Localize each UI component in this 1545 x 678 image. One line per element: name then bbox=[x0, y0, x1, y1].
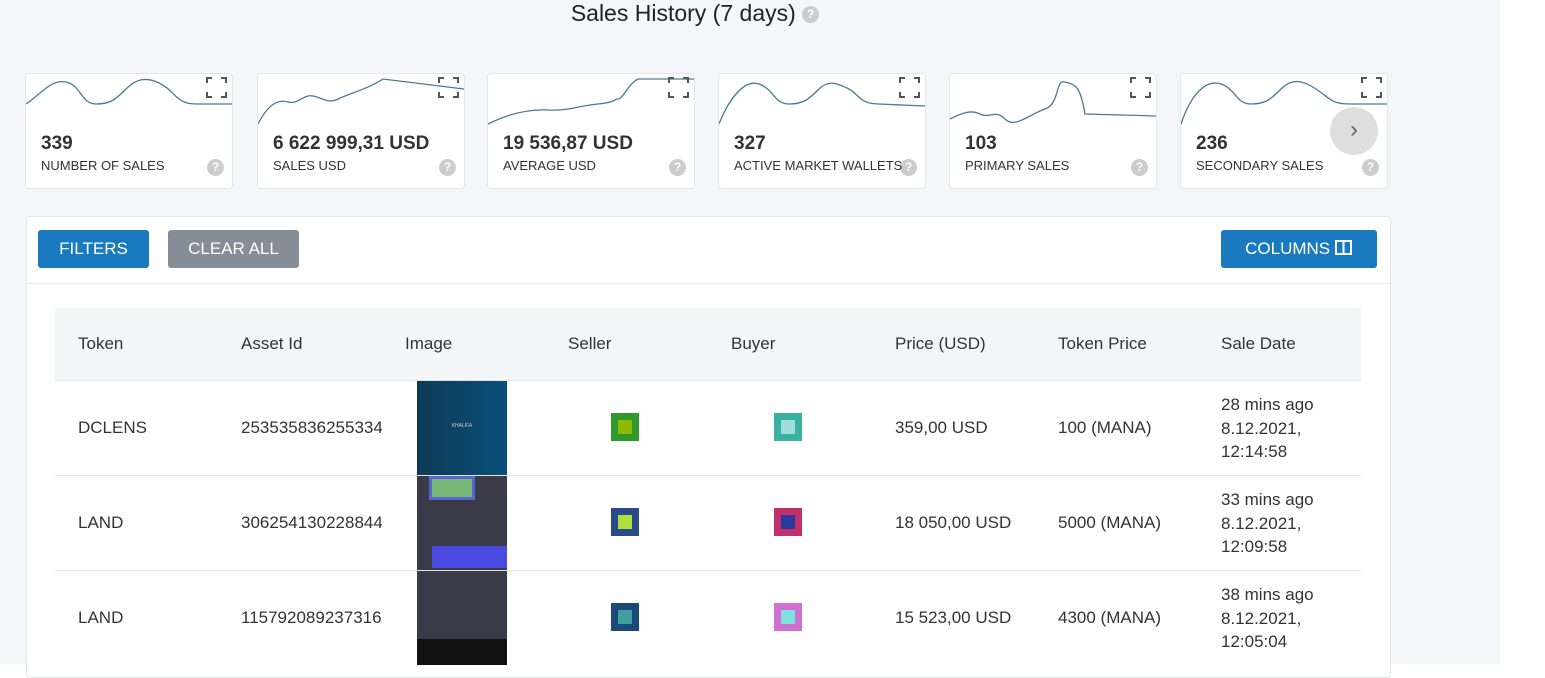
help-icon[interactable]: ? bbox=[669, 159, 686, 176]
stat-label: NUMBER OF SALES bbox=[41, 158, 165, 173]
help-icon[interactable]: ? bbox=[1131, 159, 1148, 176]
table-row bbox=[55, 380, 1361, 476]
buyer-icon[interactable] bbox=[774, 603, 802, 631]
sale-time: 12:14:58 bbox=[1221, 442, 1288, 461]
stat-label: PRIMARY SALES bbox=[965, 158, 1070, 173]
stat-label: ACTIVE MARKET WALLETS bbox=[734, 158, 903, 173]
token-price-cell: 4300 (MANA) bbox=[1058, 608, 1161, 627]
page: Sales History (7 days) ? ? 339 NUMBER OF S… bbox=[0, 0, 1500, 678]
clear-all-button[interactable]: CLEAR ALL bbox=[168, 230, 299, 268]
column-header[interactable]: Token bbox=[78, 334, 124, 353]
title: Sales History (7 days) ? bbox=[0, 0, 1390, 27]
column-header[interactable]: Price (USD) bbox=[895, 334, 986, 353]
asset-id-cell: 253535836255334 bbox=[241, 418, 382, 437]
sale-ago: 28 mins ago bbox=[1221, 395, 1314, 414]
stat-card: ? 339 NUMBER OF SALES bbox=[25, 73, 233, 189]
token-cell: LAND bbox=[78, 513, 124, 532]
sparkline bbox=[719, 77, 925, 125]
help-icon[interactable]: ? bbox=[802, 6, 820, 24]
table-row bbox=[55, 475, 1361, 571]
asset-id-cell: 115792089237316 bbox=[241, 608, 382, 627]
stat-value: 327 bbox=[734, 133, 766, 154]
sparkline bbox=[258, 77, 464, 125]
stat-value: 236 bbox=[1196, 133, 1228, 154]
table-header bbox=[55, 308, 1361, 380]
stat-card: ? 19 536,87 USD AVERAGE USD bbox=[487, 73, 695, 189]
stat-label: SALES USD bbox=[273, 158, 346, 173]
column-header[interactable]: Sale Date bbox=[1221, 334, 1296, 353]
asset-image: KHALIFA bbox=[417, 381, 507, 475]
stat-label: AVERAGE USD bbox=[503, 158, 596, 173]
column-header[interactable]: Buyer bbox=[731, 334, 776, 353]
sale-date: 8.12.2021, bbox=[1221, 514, 1302, 533]
image-caption: KHALIFA bbox=[451, 423, 473, 429]
buyer-icon[interactable] bbox=[774, 508, 802, 536]
sale-ago: 38 mins ago bbox=[1221, 585, 1314, 604]
stat-value: 339 bbox=[41, 133, 73, 154]
title-text: Sales History (7 days) bbox=[570, 0, 796, 26]
columns-button[interactable]: COLUMNS bbox=[1221, 230, 1377, 268]
token-price-cell: 5000 (MANA) bbox=[1058, 513, 1161, 532]
table-row bbox=[55, 570, 1361, 666]
help-icon[interactable]: ? bbox=[207, 159, 224, 176]
sparkline bbox=[488, 77, 694, 125]
stat-label: SECONDARY SALES bbox=[1196, 158, 1324, 173]
buyer-icon[interactable] bbox=[774, 413, 802, 441]
asset-image bbox=[417, 476, 507, 570]
help-icon[interactable]: ? bbox=[1362, 159, 1379, 176]
sale-date: 8.12.2021, bbox=[1221, 609, 1302, 628]
stat-card: ? 103 PRIMARY SALES bbox=[949, 73, 1157, 189]
token-price-cell: 100 (MANA) bbox=[1058, 418, 1152, 437]
next-arrow[interactable]: › bbox=[1330, 107, 1378, 155]
help-icon[interactable]: ? bbox=[900, 159, 917, 176]
price-cell: 359,00 USD bbox=[895, 418, 988, 437]
price-cell: 18 050,00 USD bbox=[895, 513, 1012, 532]
stat-card: ? 6 622 999,31 USD SALES USD bbox=[257, 73, 465, 189]
seller-icon[interactable] bbox=[611, 413, 639, 441]
help-icon[interactable]: ? bbox=[439, 159, 456, 176]
columns-text: COLUMNS bbox=[1245, 239, 1331, 258]
price-cell: 15 523,00 USD bbox=[895, 608, 1012, 627]
stat-value: 103 bbox=[965, 133, 997, 154]
column-header[interactable]: Token Price bbox=[1058, 334, 1147, 353]
sale-ago: 33 mins ago bbox=[1221, 490, 1314, 509]
sale-date: 8.12.2021, bbox=[1221, 419, 1302, 438]
stat-value: 6 622 999,31 USD bbox=[273, 133, 430, 154]
seller-icon[interactable] bbox=[611, 508, 639, 536]
column-header[interactable]: Asset Id bbox=[241, 334, 303, 353]
columns-icon bbox=[1334, 240, 1352, 255]
filters-button[interactable]: FILTERS bbox=[38, 230, 149, 268]
sale-time: 12:09:58 bbox=[1221, 537, 1288, 556]
sparkline bbox=[1181, 77, 1387, 125]
asset-id-cell: 306254130228844 bbox=[241, 513, 382, 532]
divider bbox=[27, 283, 1390, 284]
sparkline bbox=[26, 77, 232, 105]
token-cell: DCLENS bbox=[78, 418, 147, 437]
table-panel bbox=[26, 216, 1391, 678]
stat-value: 19 536,87 USD bbox=[503, 133, 633, 154]
column-header[interactable]: Image bbox=[405, 334, 453, 353]
seller-icon[interactable] bbox=[611, 603, 639, 631]
sale-time: 12:05:04 bbox=[1221, 632, 1288, 651]
column-header[interactable]: Seller bbox=[568, 334, 612, 353]
asset-image bbox=[417, 571, 507, 665]
token-cell: LAND bbox=[78, 608, 124, 627]
stat-card: ? 327 ACTIVE MARKET WALLETS bbox=[718, 73, 926, 189]
sparkline bbox=[950, 77, 1156, 124]
